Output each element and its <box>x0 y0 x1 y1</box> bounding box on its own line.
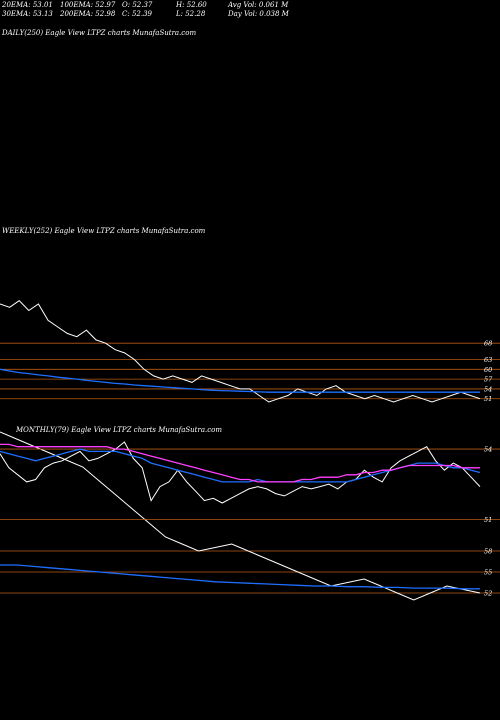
series-line-2-1 <box>0 564 480 590</box>
level-label-1-0: 68 <box>484 340 492 348</box>
level-label-3-0: 54 <box>484 446 492 454</box>
header-30ema: 30EMA: 53.13 <box>2 10 53 18</box>
header-20ema: 20EMA: 53.01 <box>2 1 53 9</box>
level-label-2-1: 55 <box>484 569 492 577</box>
level-label-1-3: 57 <box>484 376 493 384</box>
series-line-1-1 <box>0 368 480 393</box>
level-label-3-1: 51 <box>484 516 492 524</box>
level-label-1-5: 51 <box>484 395 492 403</box>
series-line-1-0 <box>0 300 481 403</box>
header-close: C: 52.39 <box>122 10 152 18</box>
series-line-3-2 <box>0 443 480 483</box>
header-200ema: 200EMA: 52.98 <box>60 10 116 18</box>
level-label-1-1: 63 <box>484 356 492 364</box>
header-open: O: 52.37 <box>122 1 153 9</box>
series-line-2-0 <box>0 431 481 601</box>
panel-title-monthly: MONTHLY(79) Eagle View LTPZ charts Munaf… <box>16 426 223 434</box>
header-100ema: 100EMA: 52.97 <box>60 1 116 9</box>
series-line-3-0 <box>0 441 481 504</box>
level-label-1-2: 60 <box>484 366 492 374</box>
level-label-1-4: 54 <box>484 385 492 393</box>
level-label-2-0: 58 <box>484 548 492 556</box>
header-day-vol: Day Vol: 0.038 M <box>228 10 289 18</box>
panel-title-weekly: WEEKLY(252) Eagle View LTPZ charts Munaf… <box>2 227 206 235</box>
header-high: H: 52.60 <box>176 1 207 9</box>
panel-title-daily-top: DAILY(250) Eagle View LTPZ charts Munafa… <box>2 29 197 37</box>
header-low: L: 52.28 <box>176 10 206 18</box>
level-label-2-2: 52 <box>484 590 492 598</box>
header-avg-vol: Avg Vol: 0.061 M <box>228 1 289 9</box>
